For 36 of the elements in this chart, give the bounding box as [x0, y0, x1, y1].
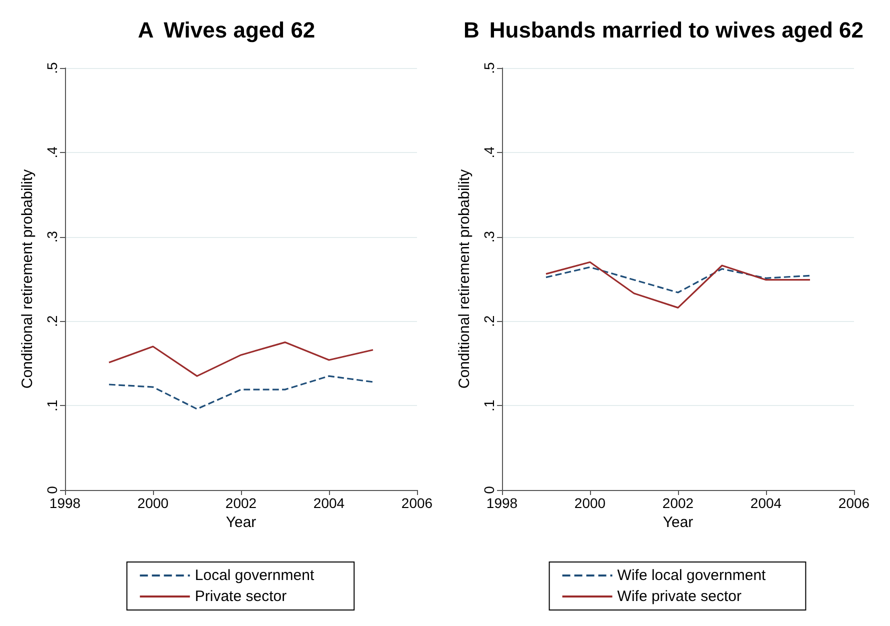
line-series [545, 261, 811, 308]
x-tick-label: 2006 [838, 495, 870, 511]
legend-label: Wife local government [617, 567, 767, 584]
x-tick-label: 1998 [486, 495, 518, 511]
legend-label: Local government [194, 567, 315, 584]
legend-label: Wife private sector [617, 588, 742, 605]
y-tick-label: .4 [481, 146, 497, 158]
y-tick-label: .5 [481, 62, 497, 74]
y-tick-label: 0 [44, 486, 60, 494]
x-tick-label: 2004 [750, 495, 782, 511]
x-tick-label: 1998 [49, 495, 81, 511]
legend-label: Private sector [194, 588, 287, 605]
x-tick-label: 2000 [137, 495, 169, 511]
y-tick-label: .2 [481, 315, 497, 328]
chart-title: A Wives aged 62 [138, 18, 316, 42]
y-axis-title: Conditional retirement probability [456, 168, 473, 389]
y-tick-label: 0 [481, 486, 497, 494]
y-tick-label: .1 [44, 400, 60, 412]
y-tick-label: .4 [44, 146, 60, 158]
y-tick-label: .1 [481, 400, 497, 412]
x-tick-label: 2000 [574, 495, 606, 511]
x-tick-label: 2006 [401, 495, 433, 511]
line-series [545, 266, 811, 294]
y-tick-label: .2 [44, 315, 60, 328]
line-series [108, 342, 374, 377]
y-tick-label: .3 [44, 230, 60, 243]
x-axis-title: Year [226, 514, 256, 531]
x-axis-title: Year [662, 514, 694, 531]
y-tick-label: .5 [44, 62, 60, 74]
line-series [108, 375, 374, 410]
x-tick-label: 2002 [662, 495, 694, 511]
y-tick-label: .3 [481, 230, 497, 243]
x-tick-label: 2004 [313, 495, 345, 511]
chart-title: B Husbands married to wives aged 62 [463, 18, 864, 42]
x-tick-label: 2002 [225, 495, 257, 511]
y-axis-title: Conditional retirement probability [19, 168, 36, 389]
